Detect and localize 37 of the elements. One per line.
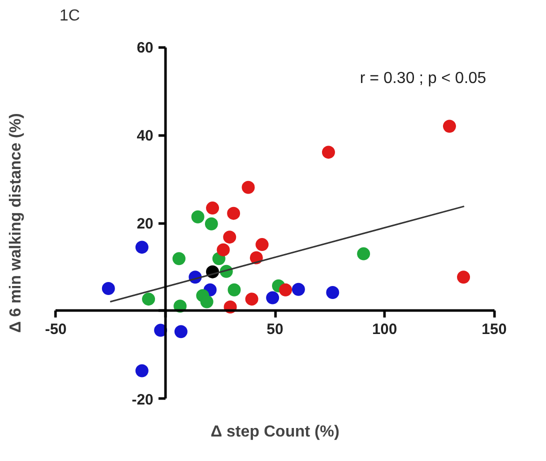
- y-tick-label: -20: [132, 391, 154, 408]
- point: [135, 240, 148, 254]
- x-tick-label: 50: [266, 320, 284, 338]
- point: [442, 120, 456, 133]
- point: [242, 180, 255, 194]
- point: [102, 282, 115, 296]
- y-tick-label: 60: [136, 40, 154, 57]
- point: [142, 292, 156, 306]
- point: [322, 146, 335, 159]
- point: [191, 210, 204, 224]
- y-tick-label: 20: [136, 216, 154, 232]
- y-axis-title: Δ 6 min walking distance (%): [8, 113, 24, 333]
- point: [245, 292, 258, 306]
- point: [457, 270, 470, 284]
- chart-title: 1C: [60, 8, 80, 24]
- point: [206, 202, 220, 215]
- point: [204, 217, 218, 230]
- point: [357, 247, 370, 260]
- point: [174, 325, 188, 338]
- y-tick-label: 40: [136, 128, 154, 145]
- point: [172, 252, 186, 266]
- point: [216, 243, 230, 256]
- x-tick-label: -50: [44, 320, 67, 338]
- point: [223, 230, 236, 244]
- point: [266, 291, 280, 304]
- x-tick-label: 150: [482, 320, 507, 338]
- point: [326, 286, 340, 299]
- point: [135, 364, 148, 378]
- point: [279, 283, 292, 296]
- point: [200, 295, 214, 308]
- point: [227, 206, 240, 220]
- point: [228, 283, 241, 296]
- x-axis-title: Δ step Count (%): [210, 424, 340, 440]
- x-tick-label: 100: [372, 320, 398, 338]
- annotation: r = 0.30 ; p < 0.05: [360, 70, 486, 88]
- point: [292, 282, 305, 296]
- point: [256, 238, 269, 252]
